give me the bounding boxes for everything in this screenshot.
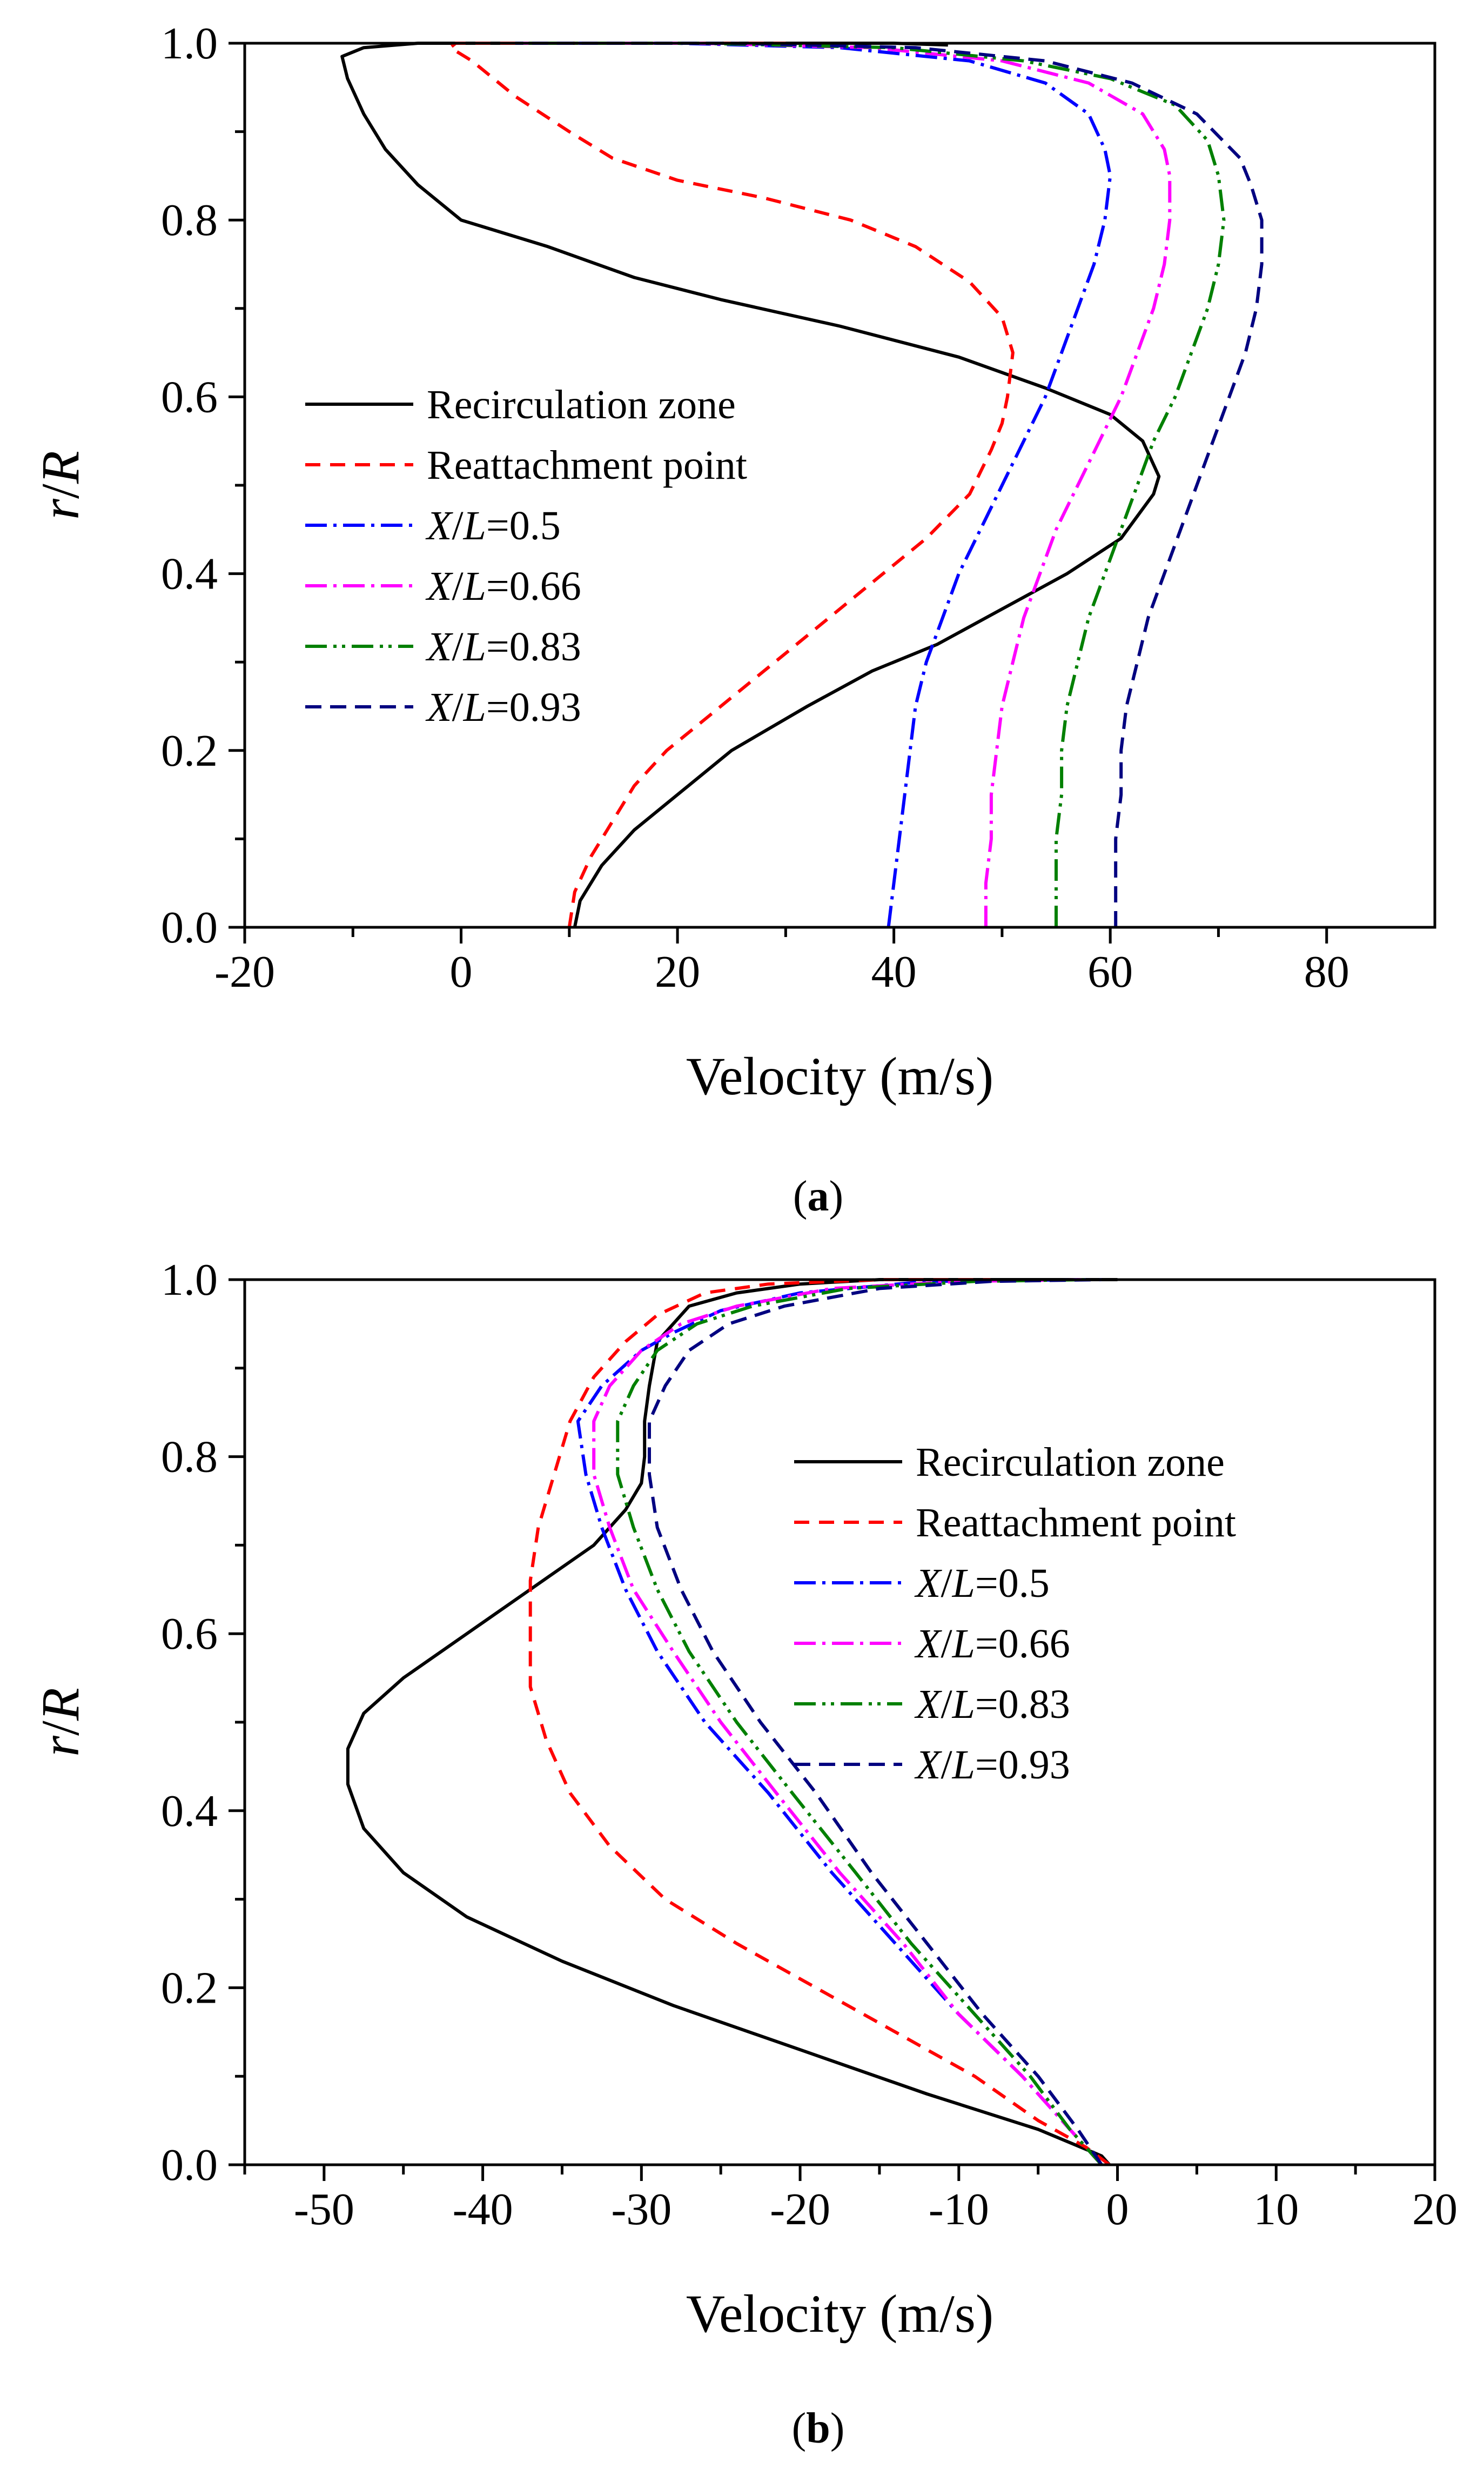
legend-label-3: X/L=0.66 xyxy=(914,1621,1070,1667)
x-tick-label: 20 xyxy=(1412,2184,1458,2234)
series-line-3 xyxy=(592,1278,1103,2166)
series-line-2 xyxy=(515,42,1112,928)
x-tick-label: -10 xyxy=(929,2184,989,2234)
y-tick-label: 0.4 xyxy=(161,1786,218,1836)
series-line-1 xyxy=(528,1278,1111,2166)
legend-label-0: Recirculation zone xyxy=(916,1440,1225,1485)
legend: Recirculation zone Reattachment point X/L=… xyxy=(794,1440,1236,1788)
legend: Recirculation zone Reattachment point X/L=… xyxy=(305,382,747,730)
legend-label-2: X/L=0.5 xyxy=(914,1561,1050,1606)
y-tick-label: 0.6 xyxy=(161,372,218,422)
series-line-3 xyxy=(515,42,1172,927)
series-line-5 xyxy=(515,42,1264,927)
series-line-2 xyxy=(576,1278,1103,2166)
y-tick-label: 1.0 xyxy=(161,18,218,69)
x-axis-title: Velocity (m/s) xyxy=(686,2284,993,2344)
x-tick-label: 40 xyxy=(871,947,917,997)
legend-label-2: X/L=0.5 xyxy=(425,503,561,548)
panel-b: -50 -40 -30 -20 -10 0 10 20 0.0 0.2 0.4 0.6 0.8 1.0 Ve… xyxy=(30,1255,1458,2452)
legend-label-3: X/L=0.66 xyxy=(425,564,581,609)
plot-area xyxy=(346,1278,1118,2166)
y-tick-label: 0.2 xyxy=(161,726,218,776)
series-line-0 xyxy=(340,42,1161,928)
x-tick-label: 0 xyxy=(1106,2184,1129,2234)
legend-label-1: Reattachment point xyxy=(427,443,747,488)
x-tick-label: 60 xyxy=(1087,947,1133,997)
x-tick-label: 0 xyxy=(450,947,473,997)
legend-label-1: Reattachment point xyxy=(916,1500,1236,1545)
y-tick-label: 1.0 xyxy=(161,1255,218,1305)
y-tick-label: 0.0 xyxy=(161,2140,218,2190)
x-tick-label: -30 xyxy=(611,2184,672,2234)
x-tick-label: 10 xyxy=(1253,2184,1299,2234)
x-tick-label: -20 xyxy=(770,2184,830,2234)
x-tick-label: 20 xyxy=(655,947,700,997)
y-tick-label: 0.6 xyxy=(161,1609,218,1659)
plot-frame xyxy=(243,1278,1436,2166)
legend-label-4: X/L=0.83 xyxy=(914,1682,1070,1727)
plot-area xyxy=(340,42,1264,928)
x-tick-label: 80 xyxy=(1304,947,1349,997)
y-tick-label: 0.8 xyxy=(161,1432,218,1482)
x-axis-title: Velocity (m/s) xyxy=(686,1046,993,1106)
legend-label-5: X/L=0.93 xyxy=(914,1742,1070,1788)
y-tick-label: 0.8 xyxy=(161,195,218,245)
y-tick-label: 0.0 xyxy=(161,902,218,953)
y-axis-title: r/R xyxy=(30,451,90,520)
legend-label-5: X/L=0.93 xyxy=(425,685,581,730)
plot-frame xyxy=(243,42,1436,929)
series-line-5 xyxy=(648,1278,1103,2166)
x-tick-label: -20 xyxy=(214,947,275,997)
panel-a: -20 0 20 40 60 80 0.0 0.2 0.4 0.6 0.8 1.0 Velocity (… xyxy=(30,18,1436,1220)
x-tick-label: -50 xyxy=(294,2184,354,2234)
series-line-4 xyxy=(616,1278,1103,2166)
panel-caption: (b) xyxy=(792,2405,845,2452)
legend-label-0: Recirculation zone xyxy=(427,382,736,427)
x-tick-label: -40 xyxy=(453,2184,513,2234)
series-line-1 xyxy=(448,42,1015,928)
legend-label-4: X/L=0.83 xyxy=(425,624,581,670)
y-axis-title: r/R xyxy=(30,1688,90,1757)
y-tick-label: 0.2 xyxy=(161,1963,218,2013)
y-tick-label: 0.4 xyxy=(161,549,218,599)
panel-caption: (a) xyxy=(793,1173,843,1220)
series-line-0 xyxy=(346,1278,1118,2166)
